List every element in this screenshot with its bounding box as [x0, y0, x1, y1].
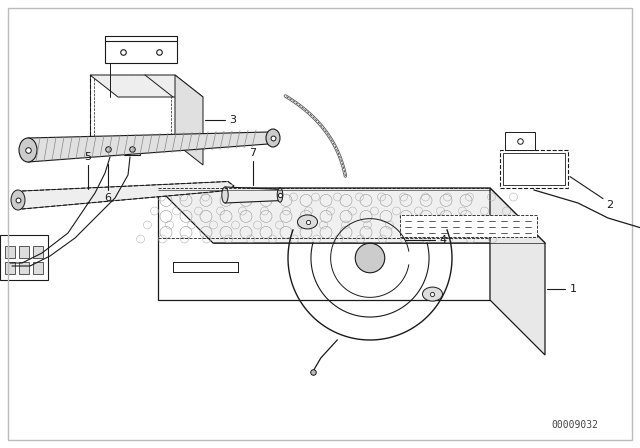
- Circle shape: [355, 243, 385, 273]
- Polygon shape: [19, 262, 29, 274]
- Text: 5: 5: [84, 152, 92, 162]
- Polygon shape: [158, 188, 545, 243]
- Ellipse shape: [11, 190, 25, 210]
- Polygon shape: [5, 246, 15, 258]
- Ellipse shape: [298, 215, 317, 229]
- Ellipse shape: [422, 287, 442, 301]
- Polygon shape: [225, 187, 280, 203]
- Polygon shape: [0, 235, 48, 280]
- Polygon shape: [33, 262, 43, 274]
- Text: 3: 3: [230, 115, 237, 125]
- Ellipse shape: [19, 138, 37, 162]
- Polygon shape: [158, 188, 490, 300]
- Polygon shape: [400, 215, 537, 237]
- Polygon shape: [105, 41, 177, 63]
- Text: 00009032: 00009032: [551, 420, 598, 430]
- Text: 7: 7: [249, 148, 256, 158]
- Polygon shape: [124, 143, 140, 155]
- Polygon shape: [490, 188, 545, 355]
- Polygon shape: [14, 181, 234, 209]
- Polygon shape: [90, 75, 203, 97]
- Text: 6: 6: [104, 193, 111, 203]
- Text: 1: 1: [570, 284, 577, 294]
- Text: 2: 2: [607, 200, 614, 210]
- Text: 4: 4: [440, 235, 447, 246]
- Ellipse shape: [222, 187, 228, 203]
- Polygon shape: [500, 150, 568, 188]
- Ellipse shape: [277, 188, 283, 202]
- Polygon shape: [19, 246, 29, 258]
- Ellipse shape: [266, 129, 280, 147]
- Polygon shape: [505, 132, 535, 150]
- Polygon shape: [90, 75, 175, 143]
- Polygon shape: [5, 262, 15, 274]
- Polygon shape: [28, 132, 278, 162]
- Polygon shape: [33, 246, 43, 258]
- Polygon shape: [175, 75, 203, 165]
- Polygon shape: [100, 143, 116, 155]
